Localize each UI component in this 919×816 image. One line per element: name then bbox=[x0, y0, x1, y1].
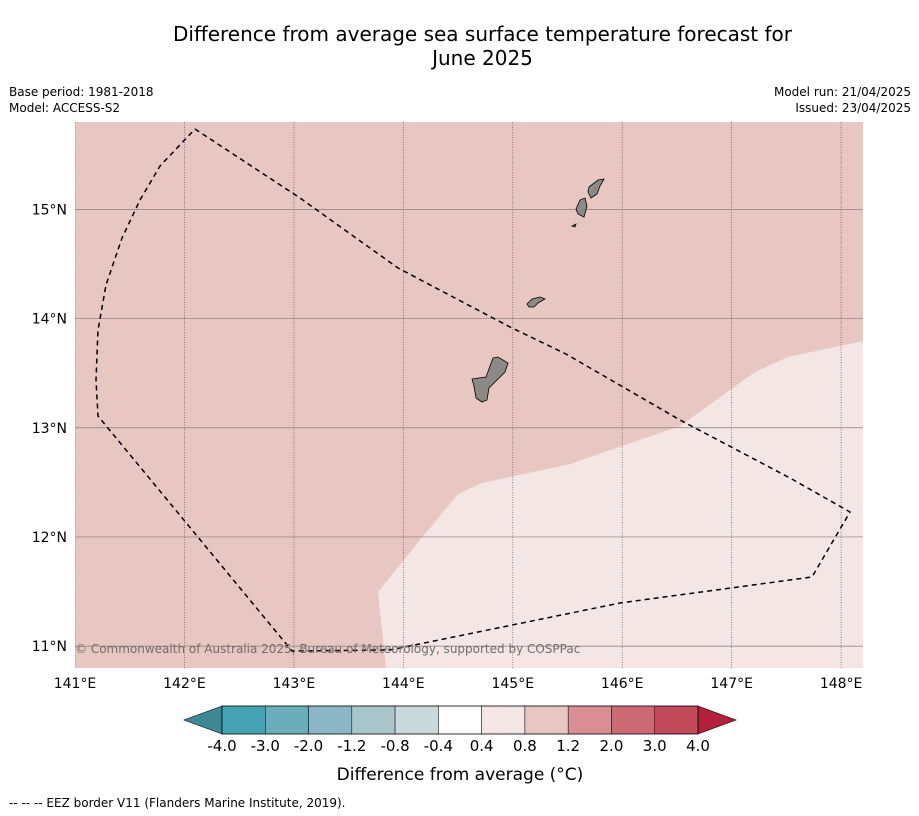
model-name: Model: ACCESS-S2 bbox=[9, 101, 121, 115]
colorbar-segments bbox=[221, 705, 699, 735]
title-line-1: Difference from average sea surface temp… bbox=[172, 22, 792, 46]
issued-date: Issued: 23/04/2025 bbox=[795, 101, 911, 115]
lon-tick-label: 146°E bbox=[601, 676, 644, 692]
colorbar-segment bbox=[611, 705, 655, 735]
colorbar-title: Difference from average (°C) bbox=[337, 765, 584, 785]
colorbar-tick-label: -1.2 bbox=[337, 737, 366, 755]
colorbar-tick-label: 2.0 bbox=[600, 737, 624, 755]
sst-region-0.4-0.8 bbox=[378, 341, 863, 668]
colorbar-tick-label: -4.0 bbox=[207, 737, 236, 755]
meta-left: Base period: 1981-2018 Model: ACCESS-S2 bbox=[9, 84, 154, 116]
lat-tick-label: 15°N bbox=[32, 202, 67, 218]
colorbar-extend-high bbox=[697, 705, 737, 735]
colorbar-tick-label: 4.0 bbox=[686, 737, 710, 755]
colorbar-segment bbox=[351, 705, 396, 735]
chart-title: Difference from average sea surface temp… bbox=[60, 22, 905, 70]
eez-border bbox=[95, 128, 852, 652]
model-run: Model run: 21/04/2025 bbox=[773, 85, 911, 99]
colorbar-tick-label: -2.0 bbox=[294, 737, 323, 755]
colorbar-tick-label: -3.0 bbox=[251, 737, 280, 755]
lon-tick-label: 142°E bbox=[163, 676, 206, 692]
colorbar-segment bbox=[265, 705, 309, 735]
meta-right: Model run: 21/04/2025 Issued: 23/04/2025 bbox=[774, 84, 911, 116]
colorbar-tick-label: 0.4 bbox=[470, 737, 494, 755]
colorbar-labels: -4.0 -3.0 -2.0 -1.2 -0.8 -0.4 0.4 0.8 1.2 2.0 3.0 4… bbox=[207, 737, 710, 755]
saipan-island bbox=[587, 178, 605, 199]
colorbar-segment bbox=[654, 705, 699, 735]
lon-tick-label: 147°E bbox=[710, 676, 753, 692]
lon-tick-label: 145°E bbox=[491, 676, 534, 692]
colorbar-tick-label: -0.4 bbox=[424, 737, 453, 755]
lon-tick-label: 144°E bbox=[382, 676, 425, 692]
lon-tick-label: 143°E bbox=[273, 676, 316, 692]
title-line-2: June 2025 bbox=[432, 46, 533, 70]
colorbar-tick-label: -0.8 bbox=[380, 737, 409, 755]
lat-tick-label: 12°N bbox=[32, 530, 67, 546]
colorbar-tick-label: 1.2 bbox=[556, 737, 580, 755]
base-period: Base period: 1981-2018 bbox=[9, 85, 154, 99]
lon-tick-label: 141°E bbox=[54, 676, 97, 692]
colorbar-segment bbox=[567, 705, 612, 735]
colorbar-segment bbox=[438, 705, 482, 735]
lat-tick-label: 14°N bbox=[32, 312, 67, 328]
colorbar-segment bbox=[524, 705, 569, 735]
colorbar: -4.0 -3.0 -2.0 -1.2 -0.8 -0.4 0.4 0.8 1.2 2.0 3.0 4… bbox=[183, 705, 737, 785]
colorbar-segment bbox=[221, 705, 266, 735]
copyright-notice: © Commonwealth of Australia 2025, Bureau… bbox=[75, 642, 580, 656]
colorbar-frame bbox=[221, 705, 699, 735]
gridlines bbox=[75, 122, 863, 668]
rota-island bbox=[526, 296, 546, 308]
lat-tick-label: 11°N bbox=[32, 639, 67, 655]
axis-ticks: 141°E 142°E 143°E 144°E 145°E 146°E 147°E 148°E… bbox=[32, 202, 863, 692]
aguijan-island bbox=[570, 223, 577, 228]
map-area: © Commonwealth of Australia 2025, Bureau… bbox=[75, 122, 863, 668]
colorbar-extend-low bbox=[183, 705, 223, 735]
guam-island bbox=[471, 356, 509, 403]
lat-tick-label: 13°N bbox=[32, 421, 67, 437]
colorbar-tick-label: 3.0 bbox=[643, 737, 667, 755]
colorbar-segment bbox=[394, 705, 439, 735]
colorbar-segment bbox=[308, 705, 353, 735]
lon-tick-label: 148°E bbox=[820, 676, 863, 692]
tinian-island bbox=[575, 197, 588, 218]
eez-footnote: -- -- -- EEZ border V11 (Flanders Marine… bbox=[9, 796, 346, 810]
colorbar-tick-label: 0.8 bbox=[513, 737, 537, 755]
colorbar-segment bbox=[481, 705, 526, 735]
